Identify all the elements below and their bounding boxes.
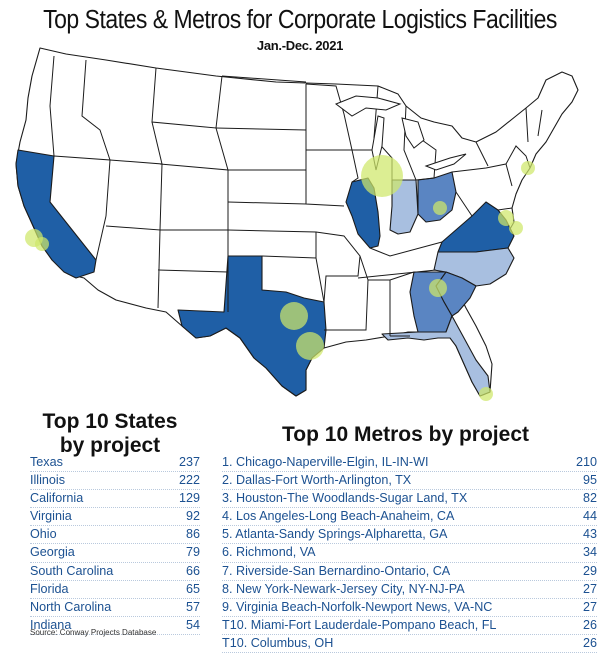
item-name: Texas xyxy=(30,455,63,469)
bubble-richmond xyxy=(498,210,514,226)
item-name: California xyxy=(30,491,84,506)
item-value: 27 xyxy=(582,581,597,596)
item-value: 54 xyxy=(185,617,200,632)
list-item: South Carolina 66 xyxy=(30,563,200,581)
item-value: 66 xyxy=(185,563,200,578)
bubble-atlanta xyxy=(429,279,447,297)
texas-state xyxy=(177,255,327,397)
item-value: 27 xyxy=(582,599,597,614)
item-value: 210 xyxy=(575,455,597,469)
lake-huron xyxy=(401,117,425,149)
list-item: Ohio 86 xyxy=(30,526,200,545)
item-value: 82 xyxy=(582,491,597,506)
map-subtitle: Jan.-Dec. 2021 xyxy=(256,38,344,53)
us-map xyxy=(15,47,579,401)
item-value: 43 xyxy=(582,527,597,542)
list-item: T10. Miami-Fort Lauderdale-Pompano Beach… xyxy=(222,617,597,635)
indiana-state xyxy=(389,179,419,235)
california-state xyxy=(15,149,97,279)
bubble-new-york xyxy=(521,161,535,175)
item-name: 6. Richmond, VA xyxy=(222,545,316,560)
list-item: Georgia 79 xyxy=(30,544,200,563)
item-value: 222 xyxy=(178,473,200,488)
list-item: T10. Columbus, OH 26 xyxy=(222,635,597,654)
item-name: 3. Houston-The Woodlands-Sugar Land, TX xyxy=(222,491,468,506)
bubble-dallas xyxy=(280,302,308,330)
list-item: 9. Virginia Beach-Norfolk-Newport News, … xyxy=(222,599,597,617)
states-heading: Top 10 States by project xyxy=(42,410,178,457)
item-name: Virginia xyxy=(30,509,72,524)
list-item: 8. New York-Newark-Jersey City, NY-NJ-PA… xyxy=(222,581,597,599)
list-item: 3. Houston-The Woodlands-Sugar Land, TX 8… xyxy=(222,490,597,509)
list-item: North Carolina 57 xyxy=(30,599,200,617)
bubble-columbus xyxy=(433,201,447,215)
list-item: Illinois 222 xyxy=(30,472,200,491)
item-name: T10. Miami-Fort Lauderdale-Pompano Beach… xyxy=(222,617,497,632)
list-item: 7. Riverside-San Bernardino-Ontario, CA 2… xyxy=(222,563,597,581)
item-name: 4. Los Angeles-Long Beach-Anaheim, CA xyxy=(222,509,455,524)
state-borders xyxy=(49,55,543,337)
list-item: 2. Dallas-Fort Worth-Arlington, TX 95 xyxy=(222,472,597,491)
item-value: 26 xyxy=(582,635,597,650)
list-item: 1. Chicago-Naperville-Elgin, IL-IN-WI 210 xyxy=(222,454,597,473)
lake-erie xyxy=(424,153,467,171)
item-name: 1. Chicago-Naperville-Elgin, IL-IN-WI xyxy=(222,455,429,469)
bubble-chicago xyxy=(361,155,403,197)
item-value: 34 xyxy=(582,545,597,560)
list-item: California 129 xyxy=(30,490,200,509)
list-item: Texas 237 xyxy=(30,454,200,473)
item-name: T10. Columbus, OH xyxy=(222,635,334,650)
item-value: 86 xyxy=(185,527,200,542)
item-value: 57 xyxy=(185,599,200,614)
item-name: 7. Riverside-San Bernardino-Ontario, CA xyxy=(222,563,451,578)
item-value: 95 xyxy=(582,473,597,488)
item-value: 79 xyxy=(185,545,200,560)
list-item: 5. Atlanta-Sandy Springs-Alpharetta, GA 4… xyxy=(222,526,597,545)
lake-superior xyxy=(334,95,402,117)
list-item: 4. Los Angeles-Long Beach-Anaheim, CA 44 xyxy=(222,508,597,527)
item-name: Florida xyxy=(30,581,69,596)
metros-heading: Top 10 Metros by project xyxy=(282,423,529,446)
list-item: Indiana 54 xyxy=(30,617,200,635)
bubble-miami xyxy=(479,387,493,401)
item-value: 29 xyxy=(582,563,597,578)
north-carolina-state xyxy=(433,247,515,287)
map-title: Top States & Metros for Corporate Logist… xyxy=(43,4,557,34)
bubble-houston xyxy=(296,332,324,360)
item-name: Ohio xyxy=(30,527,57,542)
bubble-virginia-beach xyxy=(509,221,523,235)
item-name: Illinois xyxy=(30,473,65,488)
item-name: Georgia xyxy=(30,545,75,560)
item-value: 92 xyxy=(185,509,200,524)
item-value: 129 xyxy=(178,491,200,506)
list-item: Florida 65 xyxy=(30,581,200,599)
item-name: Indiana xyxy=(30,617,72,632)
item-name: 8. New York-Newark-Jersey City, NY-NJ-PA xyxy=(222,581,465,596)
bubble-riverside xyxy=(35,237,49,251)
list-item: Virginia 92 xyxy=(30,508,200,527)
item-name: South Carolina xyxy=(30,563,114,578)
item-name: North Carolina xyxy=(30,599,112,614)
item-name: 5. Atlanta-Sandy Springs-Alpharetta, GA xyxy=(222,527,448,542)
item-name: 9. Virginia Beach-Norfolk-Newport News, … xyxy=(222,599,493,614)
source-note: Source: Conway Projects Database xyxy=(30,628,157,637)
metros-list: 1. Chicago-Naperville-Elgin, IL-IN-WI 210… xyxy=(222,454,597,654)
metro-bubbles xyxy=(25,155,535,401)
list-item: 6. Richmond, VA 34 xyxy=(222,544,597,563)
item-value: 237 xyxy=(178,455,200,469)
states-list: Texas 237 Illinois 222 California 129 Virginia… xyxy=(30,454,200,635)
item-value: 65 xyxy=(185,581,200,596)
item-name: 2. Dallas-Fort Worth-Arlington, TX xyxy=(222,473,412,488)
item-value: 26 xyxy=(582,617,597,632)
item-value: 44 xyxy=(582,509,597,524)
